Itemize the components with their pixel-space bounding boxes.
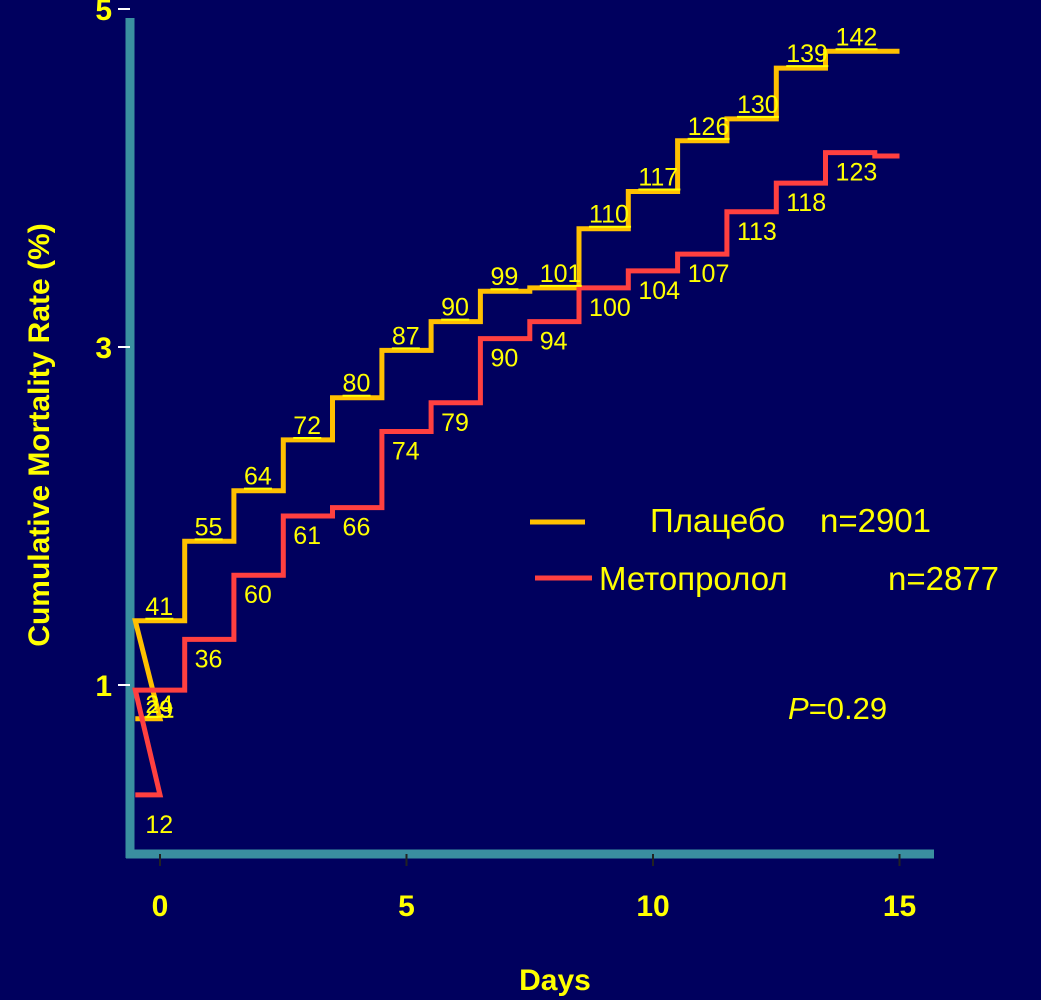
metoprolol-count-label: 36 (195, 645, 223, 673)
x-tick-label: 10 (636, 890, 669, 923)
placebo-count-label: 24 (145, 691, 173, 719)
metoprolol-count-label: 12 (145, 811, 173, 839)
legend: Плацебо n=2901 Метопролол n=2877 (530, 502, 999, 597)
legend-n-metoprolol: n=2877 (888, 560, 999, 597)
x-tick-label: 15 (883, 890, 916, 923)
placebo-count-label: 126 (688, 113, 730, 141)
legend-n-placebo: n=2901 (820, 502, 931, 539)
y-tick-label: 5 (95, 0, 112, 27)
metoprolol-count-label: 107 (688, 260, 730, 288)
placebo-count-label: 55 (195, 513, 223, 541)
metoprolol-count-label: 66 (343, 514, 371, 542)
y-tick-label: 1 (95, 670, 112, 703)
p-value-number: =0.29 (809, 691, 887, 726)
metoprolol-count-label: 74 (392, 438, 420, 466)
metoprolol-count-label: 123 (836, 159, 878, 187)
p-value-symbol: P (788, 691, 809, 726)
metoprolol-count-label: 90 (490, 345, 518, 373)
placebo-count-label: 117 (638, 164, 678, 192)
placebo-count-label: 87 (392, 322, 420, 350)
metoprolol-count-label: 60 (244, 581, 272, 609)
metoprolol-count-label: 104 (638, 277, 680, 305)
placebo-count-label: 101 (540, 260, 582, 288)
metoprolol-count-label: 94 (540, 328, 568, 356)
x-tick-label: 0 (152, 890, 169, 923)
placebo-count-label: 99 (490, 263, 518, 291)
x-tick-label: 5 (398, 890, 415, 923)
placebo-count-label: 90 (441, 294, 469, 322)
p-value: P=0.29 (788, 691, 887, 726)
y-tick-label: 3 (95, 332, 112, 365)
axes (125, 18, 934, 859)
ticks: 1 3 5 0 5 10 15 (95, 0, 916, 923)
metoprolol-count-label: 79 (441, 409, 469, 437)
metoprolol-count-label: 29 (145, 696, 173, 724)
metoprolol-count-label: 118 (786, 189, 826, 217)
placebo-count-label: 139 (786, 40, 828, 68)
metoprolol-count-label: 61 (293, 522, 321, 550)
metoprolol-count-label: 100 (589, 294, 631, 322)
legend-label-metoprolol: Метопролол (599, 560, 788, 597)
placebo-count-label: 41 (145, 593, 173, 621)
series-lines (132, 48, 900, 798)
placebo-count-label: 72 (293, 412, 321, 440)
placebo-count-label: 142 (836, 23, 878, 51)
metoprolol-count-label: 113 (737, 218, 777, 246)
placebo-count-label: 110 (589, 201, 629, 229)
legend-label-placebo: Плацебо (650, 502, 785, 539)
placebo-count-label: 64 (244, 463, 272, 491)
y-axis-title: Cumulative Mortality Rate (%) (23, 223, 56, 646)
metoprolol-line (132, 150, 900, 798)
placebo-line (132, 48, 900, 722)
placebo-count-label: 80 (343, 370, 371, 398)
placebo-count-label: 130 (737, 91, 779, 119)
x-axis-title: Days (519, 964, 591, 997)
